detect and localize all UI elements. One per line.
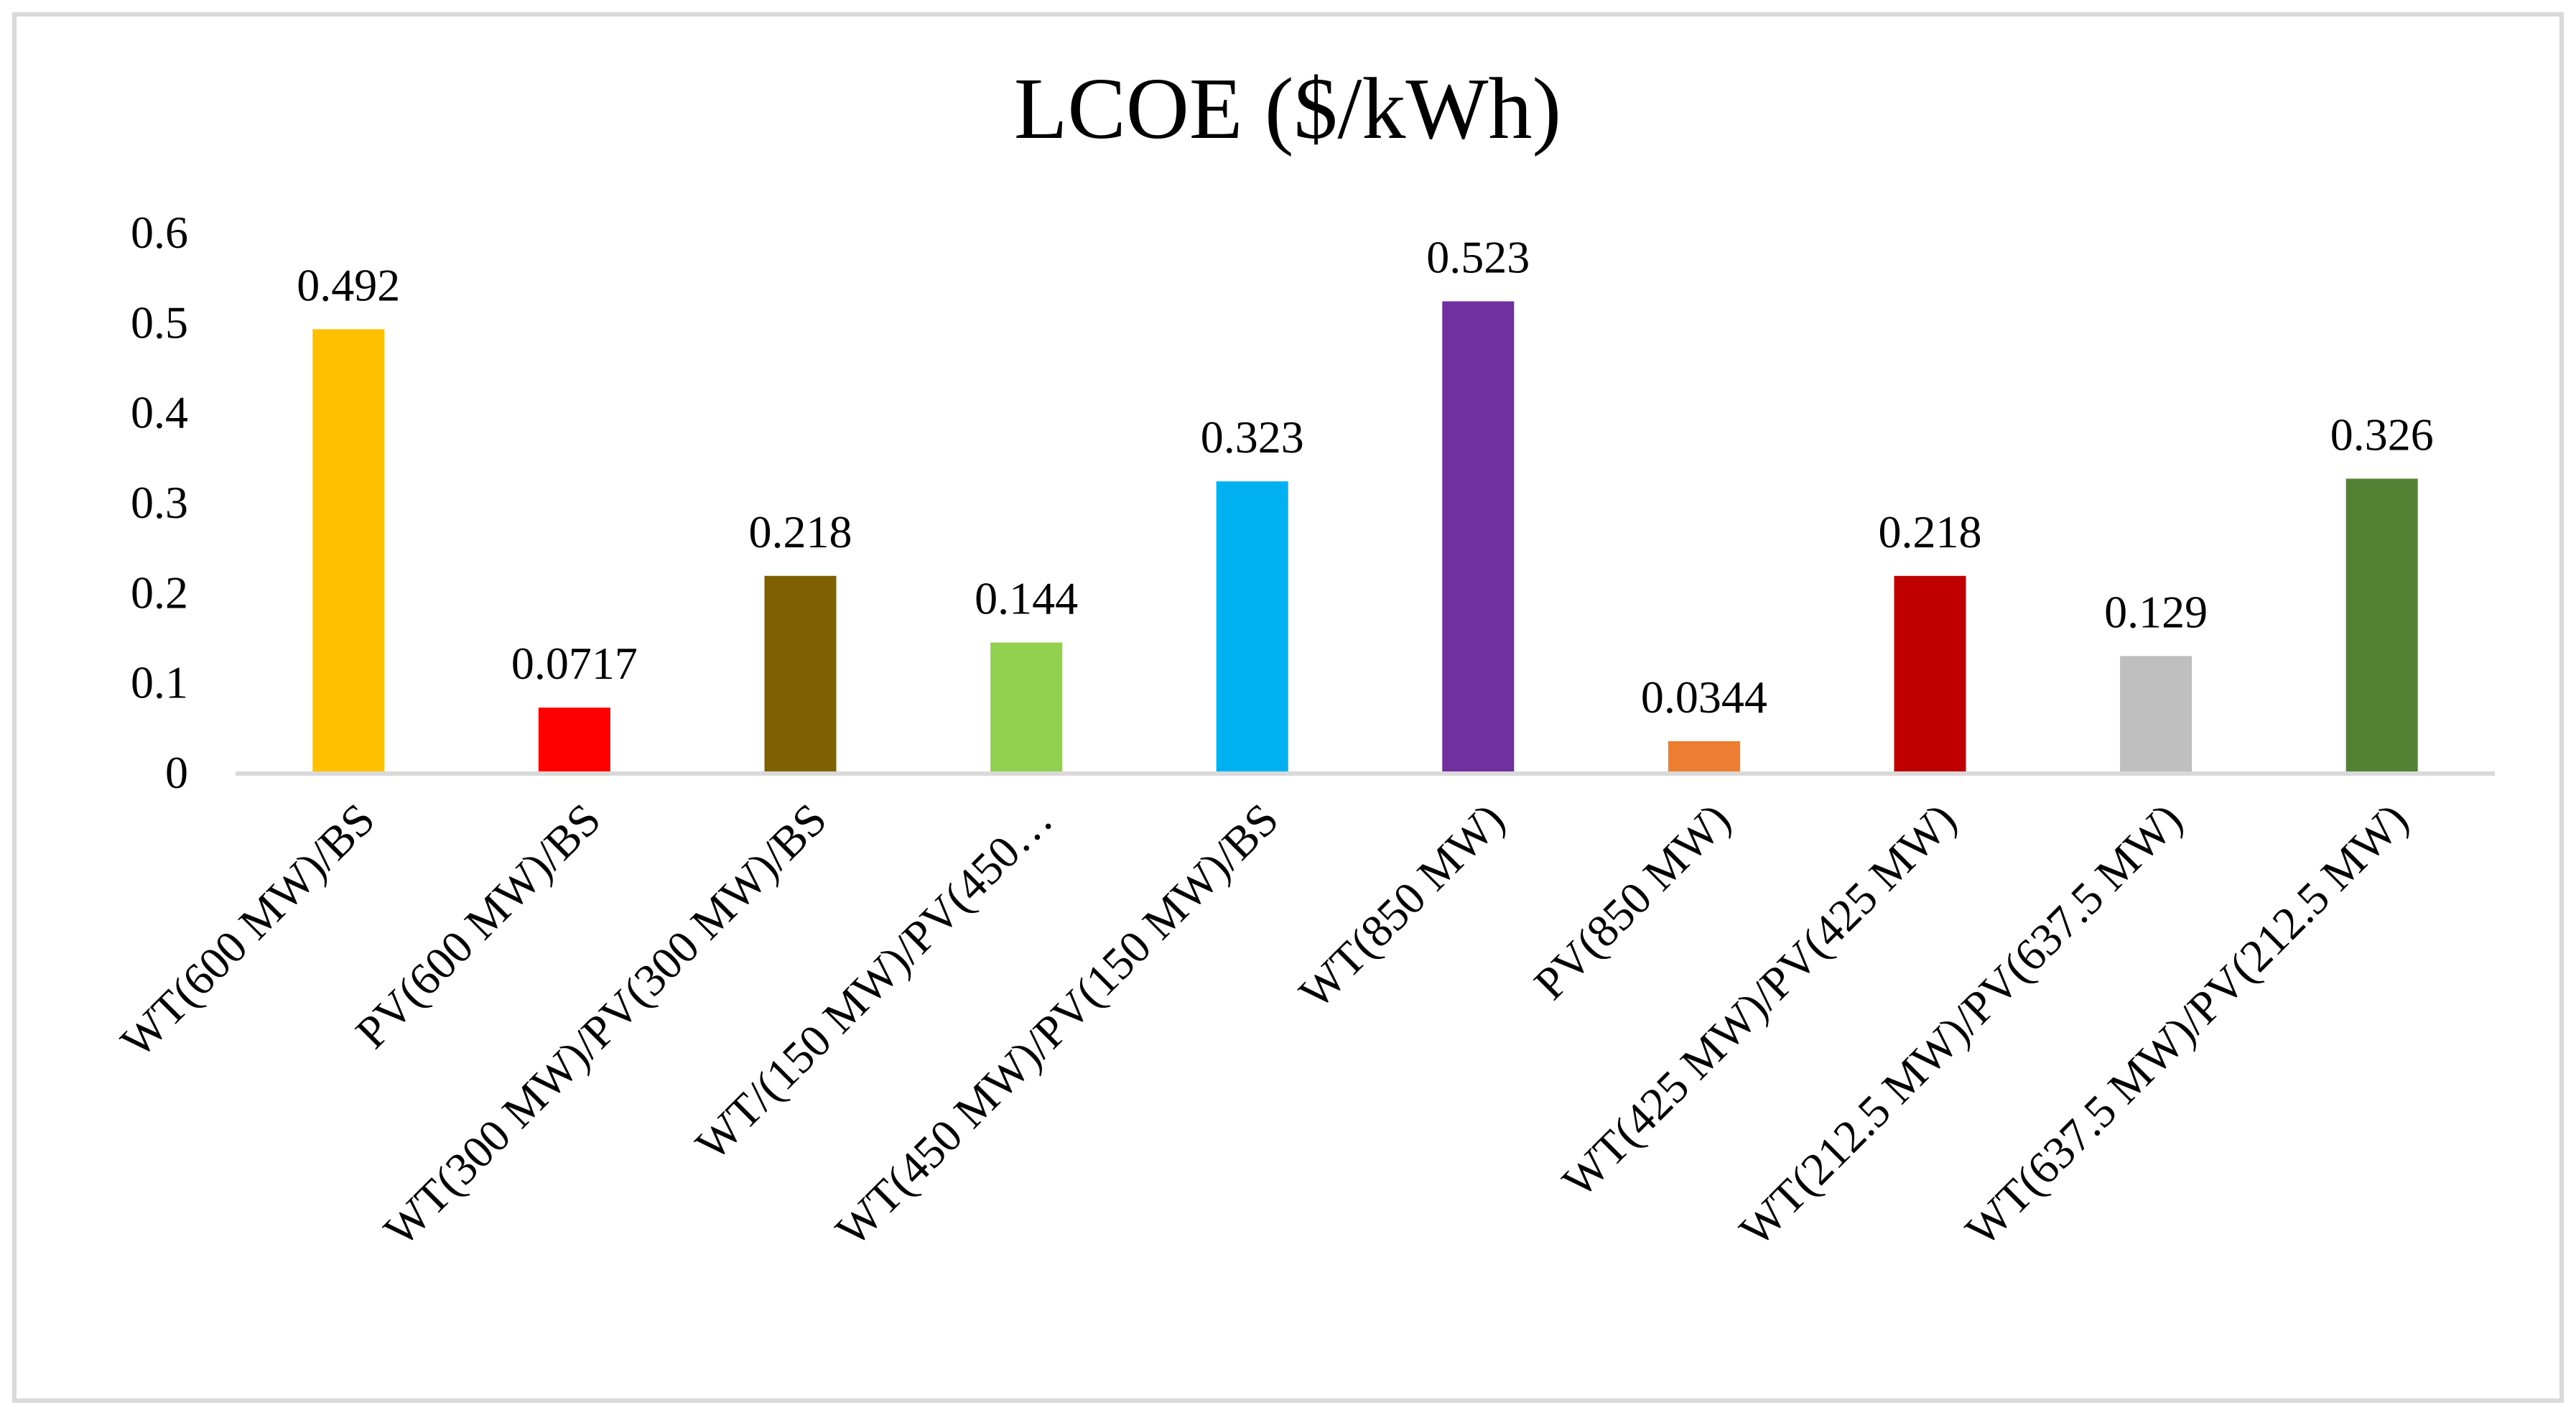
bar xyxy=(1894,575,1966,772)
bar xyxy=(990,642,1063,772)
bar xyxy=(538,708,610,772)
bar xyxy=(1442,301,1515,772)
bar xyxy=(1216,481,1288,772)
bar xyxy=(1668,741,1740,772)
y-tick-label: 0.3 xyxy=(131,477,188,528)
bar xyxy=(2345,478,2418,772)
chart-title: LCOE ($/kWh) xyxy=(1014,60,1561,157)
data-label: 0.218 xyxy=(1879,506,1982,557)
y-tick-label: 0.6 xyxy=(131,207,188,258)
data-label: 0.0344 xyxy=(1641,672,1767,723)
data-label: 0.0717 xyxy=(511,638,638,689)
data-label: 0.326 xyxy=(2330,409,2434,460)
data-label: 0.144 xyxy=(975,573,1078,624)
data-label: 0.323 xyxy=(1201,412,1304,463)
y-tick-label: 0.1 xyxy=(131,657,188,708)
bar xyxy=(312,329,385,772)
data-label: 0.218 xyxy=(749,506,852,557)
y-tick-label: 0.2 xyxy=(131,567,188,618)
y-tick-label: 0.5 xyxy=(131,297,188,348)
y-tick-label: 0.4 xyxy=(131,387,188,438)
bar xyxy=(2120,656,2193,772)
y-tick-label: 0 xyxy=(165,747,188,798)
data-label: 0.523 xyxy=(1426,232,1530,283)
data-label: 0.492 xyxy=(297,259,400,310)
data-label: 0.129 xyxy=(2104,586,2208,637)
bar xyxy=(764,575,837,772)
